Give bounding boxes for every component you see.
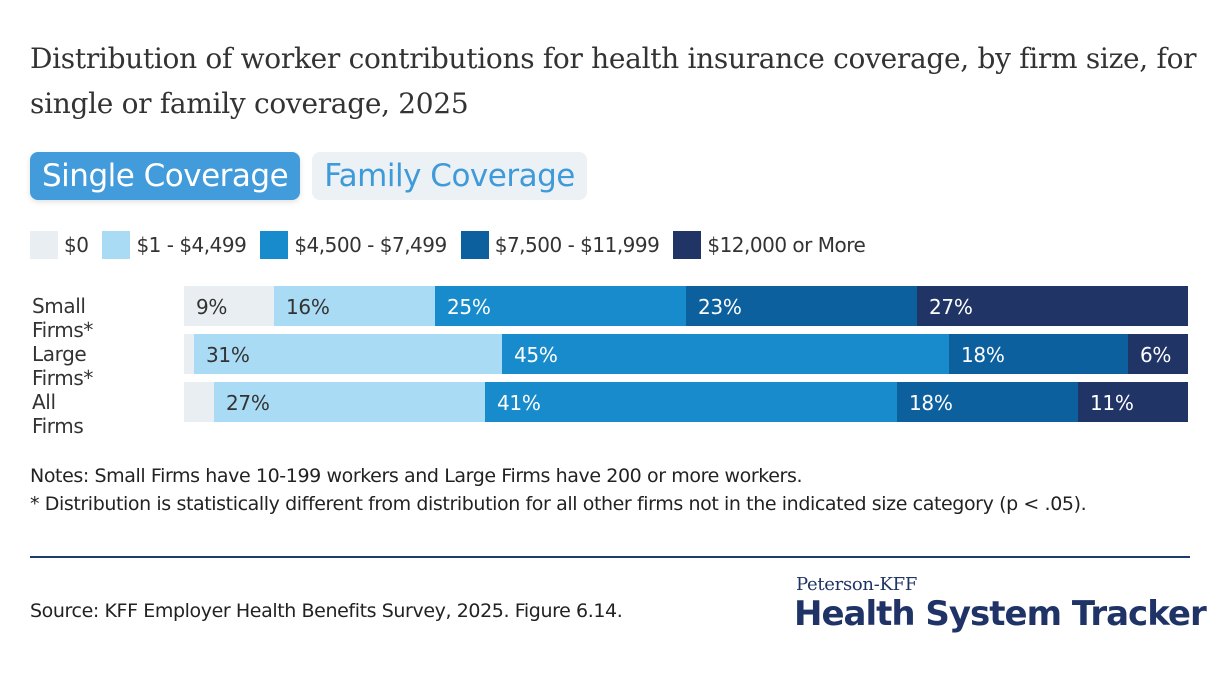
data-label: 45% — [514, 343, 558, 367]
source-text: Source: KFF Employer Health Benefits Sur… — [30, 600, 623, 622]
category-label: All Firms — [32, 390, 84, 438]
chart-notes: Notes: Small Firms have 10-199 workers a… — [30, 462, 1190, 518]
bar-segment — [274, 286, 435, 326]
legend-label: $1 - $4,499 — [136, 233, 247, 257]
category-label: Small Firms* — [32, 294, 93, 342]
bar-segment — [502, 334, 949, 374]
legend-label: $0 — [64, 233, 89, 257]
bar-segment — [184, 334, 194, 374]
data-label: 27% — [929, 295, 973, 319]
tab-single-coverage[interactable]: Single Coverage — [30, 152, 301, 200]
bar-segment — [686, 286, 917, 326]
brand-logo-main: Health System Tracker — [794, 594, 1207, 634]
bar-segment — [897, 382, 1078, 422]
data-label: 23% — [698, 295, 742, 319]
bar-segment — [184, 382, 214, 422]
legend-swatch — [673, 231, 702, 259]
bar-segment — [949, 334, 1128, 374]
legend-item: $7,500 - $11,999 — [460, 231, 660, 259]
data-label: 31% — [206, 343, 250, 367]
footer-divider — [30, 556, 1190, 558]
legend-item: $1 - $4,499 — [102, 231, 247, 259]
chart-legend: $0 $1 - $4,499 $4,500 - $7,499 $7,500 - $11… — [30, 231, 879, 259]
bar-row: 27% 41% 18% 11% — [184, 382, 1188, 422]
tab-family-coverage[interactable]: Family Coverage — [312, 152, 587, 200]
data-label: 6% — [1140, 343, 1172, 367]
data-label: 11% — [1090, 391, 1134, 415]
legend-item: $12,000 or More — [673, 231, 866, 259]
data-label: 18% — [961, 343, 1005, 367]
legend-swatch — [102, 231, 131, 259]
chart-title: Distribution of worker contributions for… — [30, 42, 1197, 120]
notes-line-2: * Distribution is statistically differen… — [30, 493, 1087, 515]
legend-swatch — [30, 231, 58, 259]
bar-segment — [917, 286, 1188, 326]
legend-label: $7,500 - $11,999 — [494, 233, 660, 257]
bar-segment — [214, 382, 485, 422]
legend-swatch — [460, 231, 489, 259]
bar-row: 31% 45% 18% 6% — [184, 334, 1188, 374]
legend-swatch — [260, 231, 289, 259]
data-label: 9% — [196, 295, 228, 319]
notes-line-1: Notes: Small Firms have 10-199 workers a… — [30, 465, 803, 487]
brand-logo-top: Peterson-KFF — [796, 574, 918, 595]
legend-item: $4,500 - $7,499 — [260, 231, 447, 259]
data-label: 16% — [286, 295, 330, 319]
bar-segment — [435, 286, 686, 326]
data-label: 18% — [909, 391, 953, 415]
bar-row: 9% 16% 25% 23% 27% — [184, 286, 1188, 326]
bar-segment — [194, 334, 502, 374]
legend-item: $0 — [30, 231, 89, 259]
legend-label: $12,000 or More — [707, 233, 866, 257]
coverage-tabs: Single Coverage Family Coverage — [30, 152, 587, 200]
data-label: 27% — [226, 391, 270, 415]
bar-segment — [1128, 334, 1188, 374]
data-label: 41% — [497, 391, 541, 415]
data-label: 25% — [447, 295, 491, 319]
category-label: Large Firms* — [32, 342, 93, 390]
bar-segment — [184, 286, 274, 326]
legend-label: $4,500 - $7,499 — [294, 233, 447, 257]
bar-segment — [485, 382, 897, 422]
bar-segment — [1078, 382, 1188, 422]
